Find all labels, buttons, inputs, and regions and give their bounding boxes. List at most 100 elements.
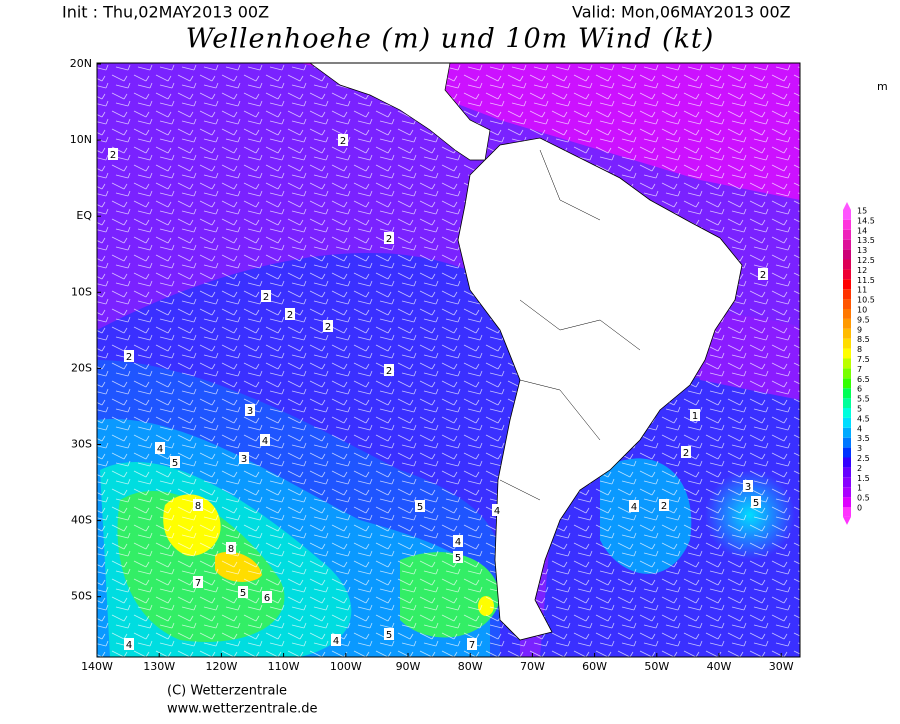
contour-label: 2 (386, 234, 392, 245)
colorbar-label: 13 (857, 246, 867, 255)
contour-label-box (226, 542, 236, 554)
colorbar-label: 1.5 (857, 474, 870, 483)
colorbar-label: 3 (857, 444, 862, 453)
contour-label-box (124, 350, 134, 362)
colorbar-label: 0 (857, 504, 862, 513)
colorbar-swatch (843, 328, 851, 339)
colorbar-swatch (843, 259, 851, 270)
colorbar-bottom (843, 516, 851, 525)
contour-label-box (323, 320, 333, 332)
colorbar-label: 6.5 (857, 375, 870, 384)
lon-label: 100W (330, 660, 362, 673)
colorbar-swatch (843, 239, 851, 250)
colorbar-label: 11.5 (857, 276, 875, 285)
colorbar-swatch (843, 378, 851, 389)
contour-label-box (193, 499, 203, 511)
contour-label: 3 (745, 482, 751, 493)
url: www.wetterzentrale.de (167, 702, 317, 717)
colorbar-unit: m (877, 80, 888, 93)
contour-label-box (331, 634, 341, 646)
lon-label: 30W (769, 660, 794, 673)
colorbar-swatch (843, 318, 851, 329)
colorbar-label: 9.5 (857, 315, 870, 324)
contour-label: 6 (264, 593, 270, 604)
contour-label: 2 (263, 292, 269, 303)
contour-label: 7 (469, 640, 475, 651)
contour-label-box (453, 535, 463, 547)
contour-label-box (261, 290, 271, 302)
contour-label: 2 (661, 501, 667, 512)
contour-label-box (124, 638, 134, 650)
colorbar-swatch (843, 437, 851, 448)
colorbar-label: 8 (857, 345, 862, 354)
contour-label: 5 (417, 502, 423, 513)
colorbar-swatch (843, 477, 851, 488)
lon-label: 60W (582, 660, 607, 673)
colorbar-label: 7 (857, 365, 862, 374)
colorbar-label: 10.5 (857, 296, 875, 305)
contour-label: 2 (386, 366, 392, 377)
lat-label: 50S (71, 590, 92, 603)
colorbar-swatch (843, 417, 851, 428)
contour-label-box (758, 268, 768, 280)
contour-label-box (743, 480, 753, 492)
contour-label-box (170, 456, 180, 468)
contour-label-box (260, 434, 270, 446)
colorbar-swatch (843, 219, 851, 230)
contour-label: 2 (325, 322, 331, 333)
lat-label: 10S (71, 285, 92, 298)
lat-label: 20N (70, 57, 92, 70)
colorbar-swatch (843, 427, 851, 438)
contour-label: 4 (333, 636, 339, 647)
contour-label-box (681, 446, 691, 458)
contour-label-box (108, 148, 118, 160)
lon-label: 40W (707, 660, 732, 673)
contour-label-box (245, 404, 255, 416)
colorbar-swatch (843, 348, 851, 359)
contour-label: 8 (195, 501, 201, 512)
lat-label: 40S (71, 514, 92, 527)
colorbar-swatch (843, 447, 851, 458)
lat-label: 20S (71, 361, 92, 374)
contour-label: 2 (683, 448, 689, 459)
contour-label-box (384, 628, 394, 640)
contour-label-box (384, 364, 394, 376)
valid-time: Valid: Mon,06MAY2013 00Z (572, 3, 791, 22)
contour-label-box (285, 308, 295, 320)
contour-label-box (238, 586, 248, 598)
contour-label-box (193, 576, 203, 588)
contour-label-box (492, 504, 502, 516)
lon-label: 70W (520, 660, 545, 673)
contour-label-box (415, 500, 425, 512)
colorbar-swatch (843, 497, 851, 507)
colorbar-label: 1 (857, 484, 862, 493)
colorbar-label: 15 (857, 207, 867, 216)
colorbar-swatch (843, 279, 851, 290)
colorbar-label: 6 (857, 385, 862, 394)
colorbar-label: 10 (857, 306, 867, 315)
contour-label: 4 (126, 640, 132, 651)
colorbar-swatch (843, 388, 851, 399)
contour-label-box (239, 452, 249, 464)
map-frame (96, 62, 801, 658)
colorbar-swatch (843, 210, 851, 220)
colorbar-swatch (843, 229, 851, 240)
contour-label-box (155, 442, 165, 454)
lat-label: 10N (70, 133, 92, 146)
contour-label-box (338, 134, 348, 146)
lon-label: 90W (396, 660, 421, 673)
contour-label: 4 (262, 436, 268, 447)
contour-label-box (751, 496, 761, 508)
contour-label: 4 (157, 444, 163, 455)
colorbar-label: 2 (857, 464, 862, 473)
colorbar-swatch (843, 398, 851, 408)
contour-label: 5 (455, 553, 461, 564)
colorbar-label: 5.5 (857, 395, 870, 404)
colorbar-swatch (843, 487, 851, 498)
contour-label: 2 (110, 150, 116, 161)
lon-label: 80W (458, 660, 483, 673)
colorbar-swatch (843, 269, 851, 280)
contour-label-box (629, 500, 639, 512)
colorbar-swatch (843, 289, 851, 300)
